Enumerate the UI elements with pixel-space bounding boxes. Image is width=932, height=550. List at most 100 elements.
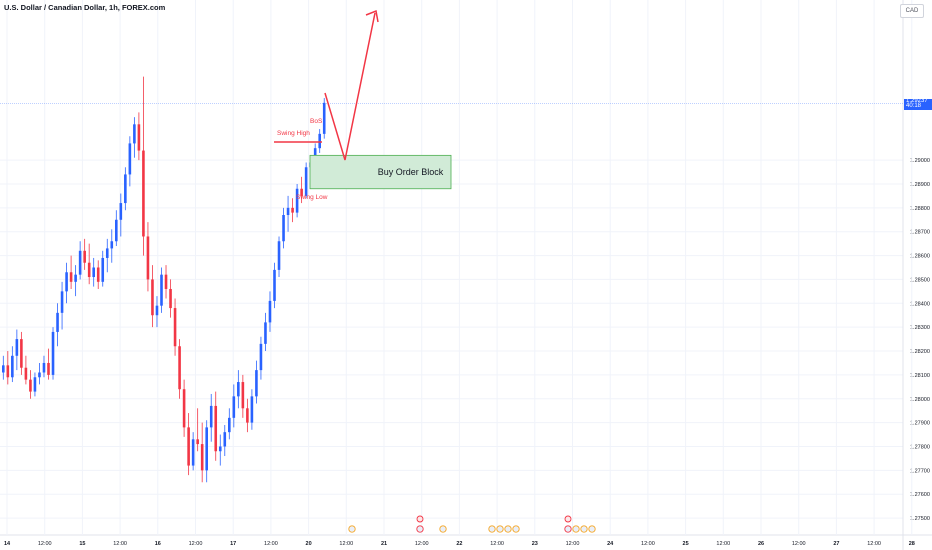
y-tick-label: 1.28700 [910, 230, 930, 236]
candle-body [83, 250, 86, 263]
candle [29, 370, 32, 399]
candle [259, 336, 263, 380]
candle [237, 370, 240, 409]
bos-label: BoS [310, 118, 323, 125]
candle [250, 389, 254, 430]
x-tick-label: 23 [532, 541, 538, 547]
candle-body [178, 346, 181, 390]
candle [38, 362, 41, 385]
candle [291, 198, 294, 223]
buy-order-block-zone[interactable] [309, 154, 452, 190]
x-tick-label: 12:00 [490, 541, 504, 547]
candle-body [250, 396, 254, 423]
candle [318, 129, 321, 153]
candle-body [241, 382, 245, 409]
economic-event-flag-icon[interactable] [348, 525, 356, 533]
candle [101, 250, 105, 287]
candle [232, 384, 236, 428]
swing-low-label: Swing Low [296, 194, 328, 201]
currency-selector[interactable]: CAD [900, 4, 924, 18]
economic-event-flag-icon[interactable] [564, 515, 572, 523]
candle [20, 331, 23, 375]
x-tick-label: 26 [758, 541, 764, 547]
candle-body [286, 207, 290, 215]
economic-event-flag-icon[interactable] [580, 525, 588, 533]
candle [178, 339, 181, 399]
y-tick-label: 1.28600 [910, 254, 930, 260]
candle [187, 413, 190, 476]
candle [155, 296, 159, 328]
symbol-title: U.S. Dollar / Canadian Dollar, 1h, FOREX… [4, 3, 166, 12]
candle-body [119, 203, 123, 220]
x-tick-label: 12:00 [792, 541, 806, 547]
economic-event-flag-icon[interactable] [504, 525, 512, 533]
x-tick-label: 24 [607, 541, 614, 547]
economic-event-flag-icon[interactable] [572, 525, 580, 533]
candle [133, 117, 136, 158]
economic-event-flag-icon[interactable] [588, 525, 596, 533]
candle [173, 298, 177, 356]
candle [128, 136, 132, 187]
candle-body [196, 439, 199, 445]
x-tick-label: 12:00 [716, 541, 730, 547]
candle [322, 98, 326, 139]
x-tick-label: 12:00 [189, 541, 203, 547]
candle [282, 207, 285, 249]
candle [255, 360, 258, 404]
candle-body [214, 405, 218, 452]
projected-move-path[interactable] [324, 12, 376, 161]
economic-event-flag-icon[interactable] [416, 525, 424, 533]
candle-body [38, 372, 41, 378]
buy-order-block-label: Buy Order Block [378, 167, 444, 177]
candle [295, 183, 299, 218]
last-price-value: 1.29237 [906, 97, 928, 104]
candle-body [187, 427, 190, 466]
x-tick-label: 25 [683, 541, 689, 547]
candle-body [232, 396, 236, 418]
candle-body [60, 291, 64, 313]
candle [241, 374, 245, 418]
candle-body [164, 274, 168, 289]
candle-body [47, 362, 50, 375]
candle-body [200, 444, 204, 471]
x-tick-label: 27 [833, 541, 839, 547]
candle [151, 265, 154, 328]
candle [200, 422, 204, 483]
candle [47, 348, 50, 380]
candle [92, 257, 95, 287]
x-tick-label: 12:00 [339, 541, 353, 547]
economic-event-flag-icon[interactable] [416, 515, 424, 523]
economic-event-flag-icon[interactable] [564, 525, 572, 533]
candle-body [237, 382, 240, 397]
candle [60, 281, 64, 330]
candle [214, 391, 218, 461]
candle-body [137, 124, 141, 151]
candle [51, 327, 55, 380]
candle-body [304, 167, 308, 196]
candle-body [6, 365, 10, 378]
economic-event-flag-icon[interactable] [496, 525, 504, 533]
y-tick-label: 1.29000 [910, 158, 930, 164]
x-tick-label: 12:00 [566, 541, 580, 547]
candle-body [273, 269, 276, 301]
candle-body [300, 188, 303, 196]
candle [146, 222, 150, 292]
economic-event-flag-icon[interactable] [439, 525, 447, 533]
candle [74, 265, 77, 297]
candle-body [209, 405, 213, 428]
candle-body [69, 272, 73, 282]
candle-body [205, 427, 208, 471]
candle-body [87, 262, 91, 278]
candle [33, 372, 37, 397]
candle-body [124, 174, 127, 204]
economic-event-flag-icon[interactable] [512, 525, 520, 533]
y-tick-label: 1.27600 [910, 492, 930, 498]
candle [78, 241, 82, 280]
candle-body [259, 343, 263, 371]
candle-body [133, 124, 136, 144]
candle [11, 346, 14, 383]
candle-body [146, 236, 150, 280]
economic-event-flag-icon[interactable] [488, 525, 496, 533]
